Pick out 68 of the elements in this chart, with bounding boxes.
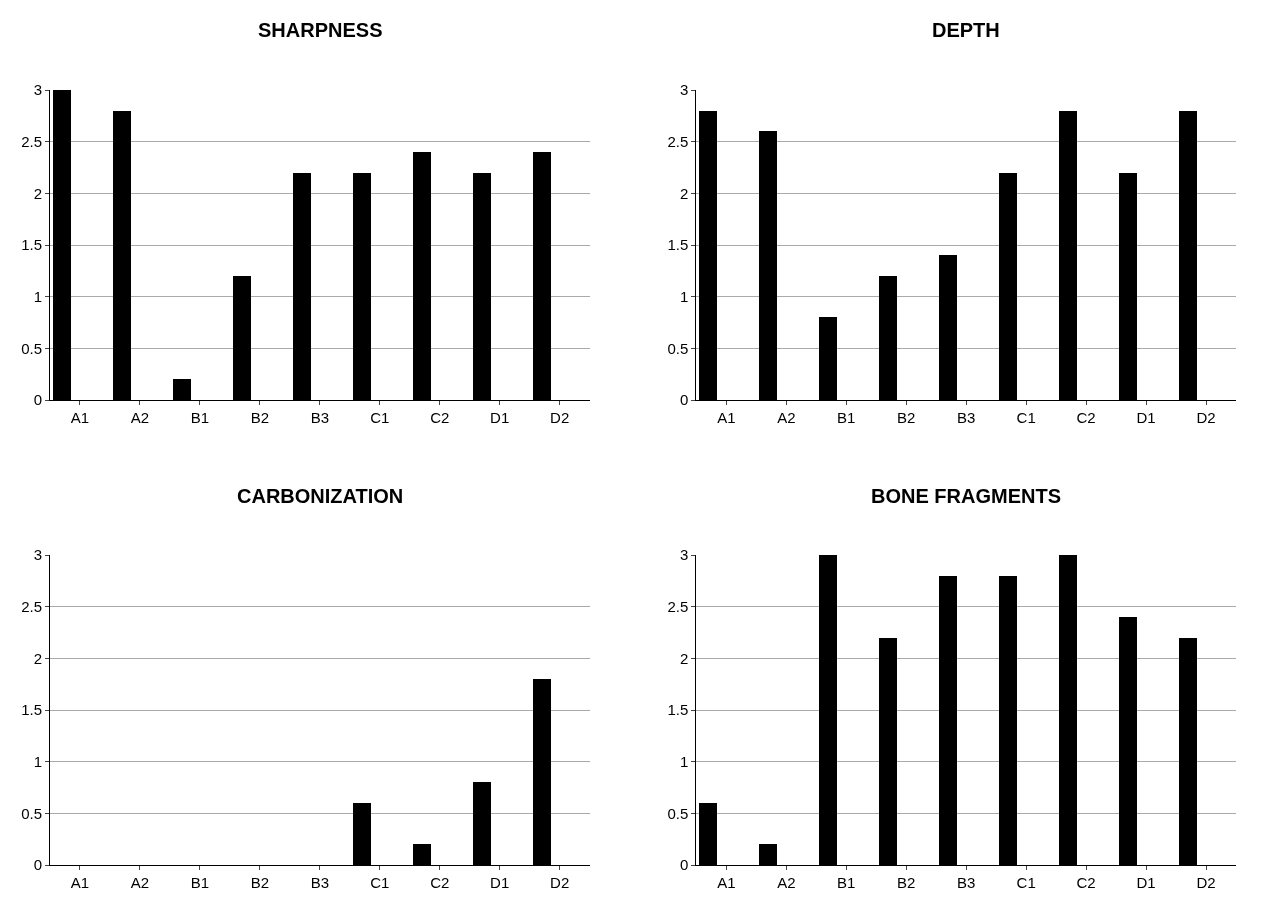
x-tick-label: C1 (1016, 874, 1036, 891)
x-tick-label: B1 (190, 874, 210, 891)
x-tick-label: C1 (370, 874, 390, 891)
y-tick-label: 3 (33, 546, 42, 564)
chart-title: CARBONIZATION (237, 485, 404, 507)
x-tick-label: B2 (250, 874, 270, 891)
x-tick-label: C2 (430, 409, 450, 426)
x-tick-label: C1 (1016, 409, 1036, 426)
x-tick-label: A2 (130, 874, 150, 891)
x-tick-label: C2 (1076, 874, 1096, 891)
y-tick-label: 2 (33, 184, 42, 202)
x-tick-label: C2 (430, 874, 450, 891)
y-tick-label: 1.5 (667, 236, 689, 254)
x-tick-label: B2 (250, 409, 270, 426)
y-tick-label: 0 (33, 391, 42, 409)
chart-title: BONE FRAGMENTS (871, 485, 1061, 507)
x-tick-label: A1 (717, 874, 736, 891)
x-tick-label: D2 (1196, 874, 1216, 891)
y-tick-label: 1 (33, 287, 42, 305)
y-tick-label: 2.5 (667, 597, 689, 615)
x-tick-label: C2 (1076, 409, 1096, 426)
x-tick-label: D1 (490, 409, 510, 426)
y-tick-label: 2 (680, 649, 689, 667)
y-tick-label: 3 (33, 81, 42, 99)
y-tick-label: 1 (33, 752, 42, 770)
x-tick-label: B2 (897, 874, 916, 891)
y-tick-label: 2.5 (21, 132, 42, 150)
x-tick-label: A1 (717, 409, 736, 426)
x-tick-label: B1 (190, 409, 210, 426)
y-tick-label: 2.5 (21, 597, 42, 615)
x-tick-label: D2 (550, 874, 570, 891)
x-tick-label: B3 (310, 874, 329, 891)
y-tick-label: 3 (680, 546, 689, 564)
x-tick-label: B2 (897, 409, 916, 426)
y-tick-label: 2 (33, 649, 42, 667)
y-tick-label: 0 (680, 391, 689, 409)
x-tick-label: D1 (1136, 409, 1156, 426)
x-tick-label: D1 (1136, 874, 1156, 891)
y-tick-label: 1 (680, 287, 689, 305)
x-tick-label: A1 (70, 409, 90, 426)
x-tick-label: A1 (70, 874, 90, 891)
y-tick-label: 1.5 (21, 236, 42, 254)
x-tick-label: B3 (310, 409, 329, 426)
y-tick-label: 1.5 (667, 701, 689, 719)
y-tick-label: 1.5 (21, 701, 42, 719)
x-tick-label: A2 (777, 409, 796, 426)
chart-title: DEPTH (932, 19, 1000, 41)
chart-title: SHARPNESS (258, 19, 383, 41)
y-tick-label: 3 (680, 81, 689, 99)
x-tick-label: D1 (490, 874, 510, 891)
y-tick-label: 0.5 (21, 804, 42, 822)
x-tick-label: B3 (957, 409, 976, 426)
y-tick-label: 2.5 (667, 132, 689, 150)
x-tick-label: C1 (370, 409, 390, 426)
y-tick-label: 0.5 (21, 339, 42, 357)
x-tick-label: B1 (837, 409, 856, 426)
x-tick-label: D2 (1196, 409, 1216, 426)
y-tick-label: 0 (680, 856, 689, 874)
x-tick-label: B3 (957, 874, 976, 891)
x-tick-label: B1 (837, 874, 856, 891)
y-tick-label: 1 (680, 752, 689, 770)
x-tick-label: A2 (777, 874, 796, 891)
y-tick-label: 0.5 (667, 339, 689, 357)
x-tick-label: A2 (130, 409, 150, 426)
y-tick-label: 0 (33, 856, 42, 874)
x-tick-label: D2 (550, 409, 570, 426)
y-tick-label: 2 (680, 184, 689, 202)
y-tick-label: 0.5 (667, 804, 689, 822)
